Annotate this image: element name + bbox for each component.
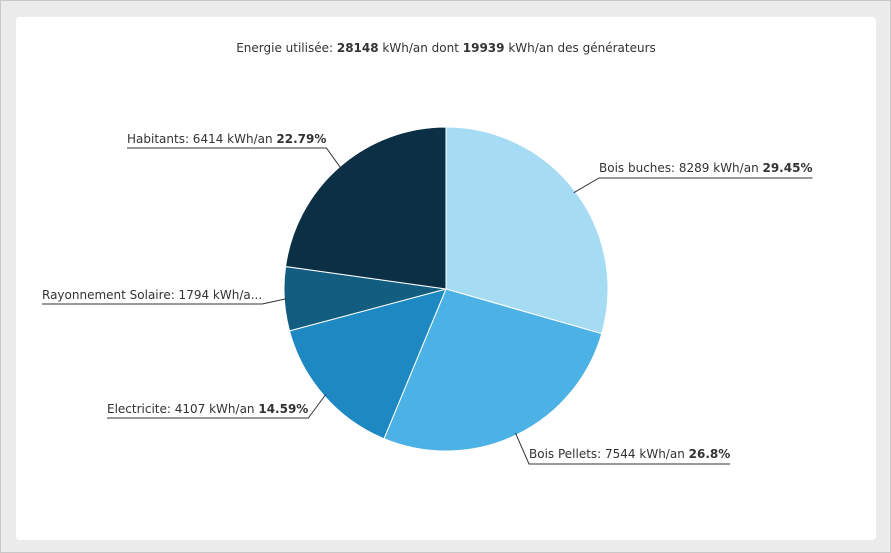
pie-label-percent: 29.45% xyxy=(762,161,812,175)
pie-leader-line xyxy=(42,298,287,305)
pie-label-bois-pellets: Bois Pellets: 7544 kWh/an 26.8% xyxy=(529,447,730,461)
pie-label-text: Bois Pellets: 7544 kWh/an xyxy=(529,447,689,461)
pie-label-text: Electricite: 4107 kWh/an xyxy=(107,402,258,416)
pie-label-rayonnement-solaire: Rayonnement Solaire: 1794 kWh/a... xyxy=(42,288,262,302)
pie-leader-line xyxy=(127,147,342,169)
title-generators: 19939 xyxy=(462,41,505,55)
pie-label-electricite: Electricite: 4107 kWh/an 14.59% xyxy=(107,402,308,416)
pie-label-percent: 14.59% xyxy=(258,402,308,416)
pie-leader-line xyxy=(107,394,327,419)
pie-label-text: Habitants: 6414 kWh/an xyxy=(127,132,276,146)
pie-label-percent: 22.79% xyxy=(276,132,326,146)
title-middle: kWh/an dont xyxy=(378,41,463,55)
chart-panel: Energie utilisée: 28148 kWh/an dont 1993… xyxy=(16,17,876,540)
pie-leader-line xyxy=(515,432,731,465)
chart-title: Energie utilisée: 28148 kWh/an dont 1993… xyxy=(16,41,876,55)
pie-slice-habitants[interactable] xyxy=(284,126,447,290)
pie-label-text: Rayonnement Solaire: 1794 kWh/a... xyxy=(42,288,262,302)
pie-label-bois-buches: Bois buches: 8289 kWh/an 29.45% xyxy=(599,161,812,175)
pie-label-habitants: Habitants: 6414 kWh/an 22.79% xyxy=(127,132,326,146)
pie-slices xyxy=(283,126,609,452)
pie-chart: Bois buches: 8289 kWh/an 29.45% Bois Pell… xyxy=(42,126,813,465)
title-prefix: Energie utilisée: xyxy=(236,41,337,55)
pie-label-text: Bois buches: 8289 kWh/an xyxy=(599,161,762,175)
pie-labels: Bois buches: 8289 kWh/an 29.45% Bois Pell… xyxy=(42,132,813,465)
pie-label-percent: 26.8% xyxy=(689,447,731,461)
title-suffix: kWh/an des générateurs xyxy=(504,41,656,55)
pie-leader-line xyxy=(573,177,813,194)
title-total: 28148 xyxy=(336,41,379,55)
